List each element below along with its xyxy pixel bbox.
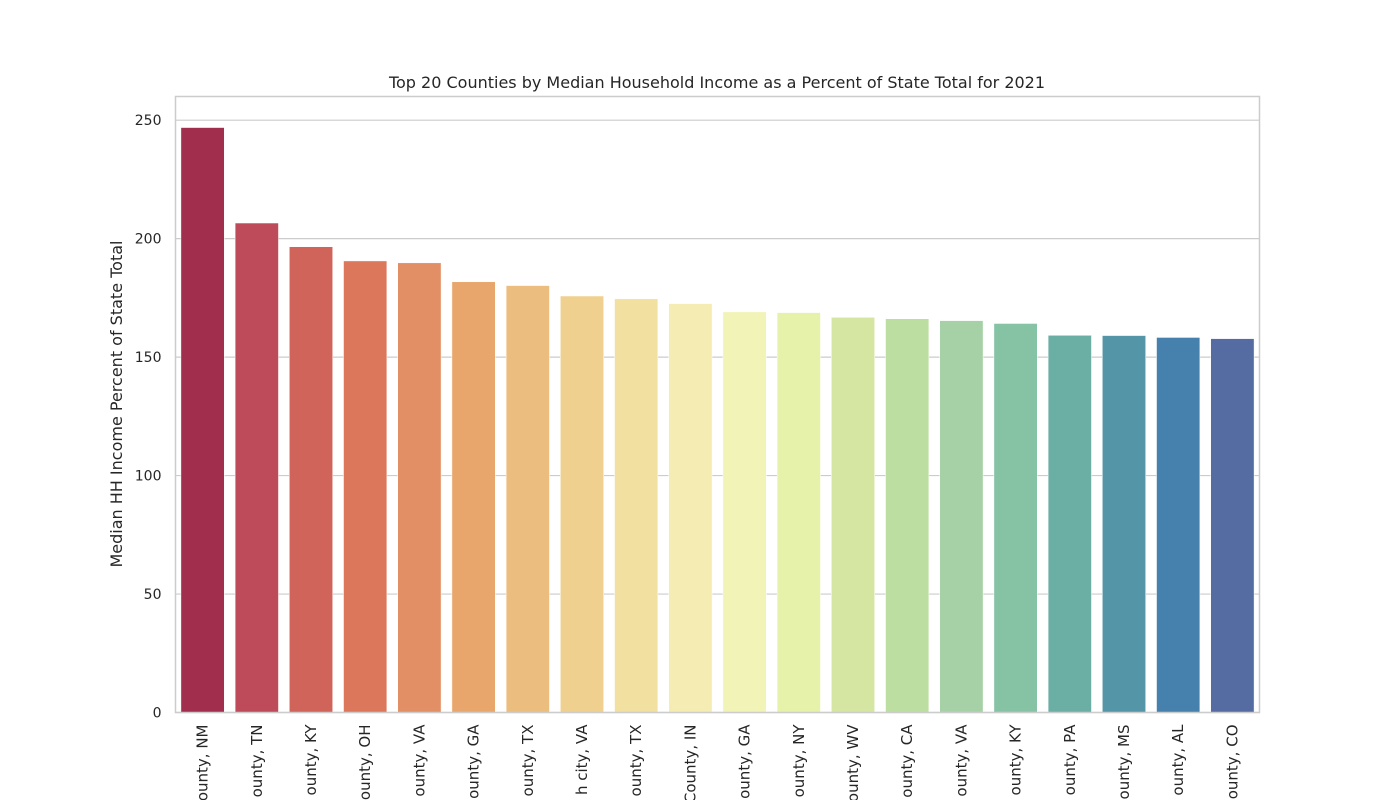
bar [614,298,659,713]
bar [560,295,604,713]
x-tick-label: ounty, KY [302,724,320,796]
x-tick-label: ounty, NM [194,725,212,801]
bar [180,127,225,713]
x-tick-label: ounty, TX [627,725,645,797]
gridlines [175,119,1260,714]
bar [397,262,442,713]
y-tick-label: 100 [135,469,162,485]
bar [1210,338,1255,713]
bars [180,127,1255,713]
bar [234,222,279,713]
x-tick-label: ounty, GA [736,724,754,799]
plot-frame [174,95,1261,714]
y-axis-label: Median HH Income Percent of State Total [107,241,126,568]
bar [939,320,984,713]
x-tick-label: ounty, WV [844,724,862,800]
y-tick-label: 50 [144,587,162,603]
bar [451,281,496,713]
x-tick-label: County, IN [681,725,699,801]
x-tick-label: ounty, CA [898,724,916,798]
bar [668,303,713,713]
y-tick-label: 0 [153,706,162,722]
x-tick-label: ounty, AL [1169,724,1187,796]
bar [993,323,1038,713]
x-tick-label: ounty, KY [1007,724,1025,796]
bar [831,317,875,713]
y-tick-labels: 0 50 100 150 200 250 [135,113,162,721]
x-tick-label: ounty, TN [248,725,266,798]
bar [1102,335,1146,713]
x-tick-label: ounty, NY [790,724,808,798]
x-tick-label: ounty, TX [519,725,537,797]
y-tick-label: 150 [135,350,162,366]
x-tick-label: ounty, PA [1061,724,1079,796]
bar [289,246,333,713]
bar [885,318,930,713]
x-tick-label: ounty, CO [1223,725,1241,800]
x-tick-label: ounty, OH [356,725,374,801]
x-tick-label: ounty, VA [952,724,970,797]
x-tick-label: ounty, VA [410,724,428,797]
chart-title: Top 20 Counties by Median Household Inco… [388,73,1045,92]
x-tick-label: h city, VA [573,724,591,795]
y-tick-label: 250 [135,113,162,129]
bar [722,311,767,713]
x-tick-label: ounty, MS [1115,725,1133,800]
bar [505,285,550,713]
x-tick-labels: ounty, NM ounty, TN ounty, KY ounty, OH ount… [194,724,1242,800]
y-tick-label: 200 [135,232,162,248]
x-tick-label: ounty, GA [465,724,483,799]
bar [1047,335,1092,713]
bar [343,260,388,713]
bar [1156,337,1201,713]
bar [776,312,821,713]
